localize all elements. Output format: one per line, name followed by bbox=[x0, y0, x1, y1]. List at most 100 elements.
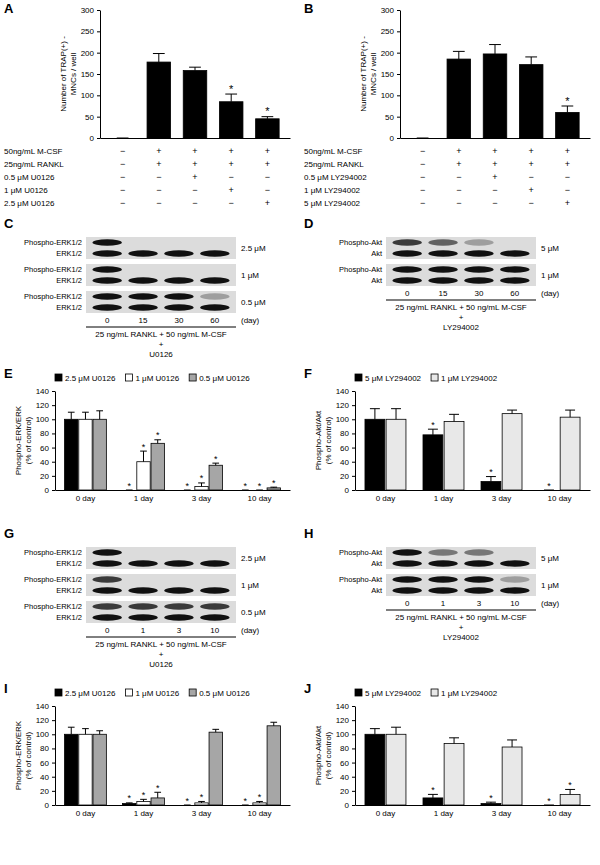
tick-mark bbox=[352, 734, 355, 735]
axis-title: (day) bbox=[241, 316, 260, 325]
caption: LY294002 bbox=[443, 323, 479, 332]
bar bbox=[65, 419, 78, 490]
tick: 60 bbox=[340, 759, 355, 768]
tick-mark bbox=[97, 138, 100, 139]
blot-strip bbox=[86, 558, 236, 569]
treatment-mark: − bbox=[265, 172, 270, 182]
band bbox=[200, 266, 229, 272]
tick-mark bbox=[352, 777, 355, 778]
blot-strip bbox=[386, 547, 536, 558]
tick: 0 day bbox=[376, 809, 396, 818]
bracket bbox=[386, 300, 536, 301]
band bbox=[200, 603, 229, 609]
treatment-mark: − bbox=[529, 172, 534, 182]
tick-mark bbox=[397, 95, 400, 96]
band bbox=[392, 277, 421, 283]
bar bbox=[209, 465, 222, 490]
significance: * bbox=[258, 792, 262, 802]
error-bar bbox=[396, 409, 397, 420]
significance: * bbox=[265, 105, 270, 117]
tick: 140 bbox=[336, 387, 355, 396]
x-axis: 0 day1 day3 day10 day bbox=[56, 491, 291, 503]
tick-label: 250 bbox=[381, 27, 395, 36]
error-bar bbox=[570, 789, 571, 794]
treatment-mark: − bbox=[120, 198, 125, 208]
bar bbox=[365, 734, 385, 805]
legend-item: 2.5 μM U0126 bbox=[55, 374, 116, 383]
tick-label: 20 bbox=[340, 472, 349, 481]
axis-line bbox=[56, 805, 291, 806]
tick: 40 bbox=[340, 458, 355, 467]
tick-mark bbox=[352, 720, 355, 721]
significance: * bbox=[229, 83, 234, 95]
tick-label: 100 bbox=[381, 91, 395, 100]
error-cap bbox=[68, 727, 75, 728]
y-axis: 020406080100120140 bbox=[336, 387, 356, 495]
band bbox=[428, 587, 457, 593]
band bbox=[392, 560, 421, 566]
band bbox=[164, 603, 193, 609]
treatment-mark: + bbox=[565, 198, 570, 208]
caption: 25 ng/mL RANKL + 50 ng/mL M-CSF bbox=[95, 330, 227, 339]
tick-label: 10 day bbox=[248, 809, 272, 818]
y-axis: 020406080100120140 bbox=[36, 702, 56, 810]
tick: 80 bbox=[40, 429, 55, 438]
caption: + bbox=[459, 623, 464, 632]
bar bbox=[267, 726, 280, 805]
band bbox=[464, 277, 493, 283]
band bbox=[392, 587, 421, 593]
band bbox=[428, 266, 457, 272]
bar bbox=[483, 54, 507, 138]
error-cap bbox=[82, 728, 89, 729]
tick: 0 day bbox=[376, 494, 396, 503]
dose-label: 1 μM bbox=[241, 581, 259, 590]
panel: HPhospho-AktAkt5 μMPhospho-AktAkt1 μM013… bbox=[304, 526, 560, 642]
band bbox=[500, 549, 529, 555]
tick-label: 1 day bbox=[134, 809, 154, 818]
plot-marks bbox=[417, 45, 579, 138]
tick-mark bbox=[97, 95, 100, 96]
treatment-mark: + bbox=[265, 159, 270, 169]
tick-label: 20 bbox=[40, 472, 49, 481]
tick: 10 day bbox=[548, 494, 572, 503]
tick-label: 250 bbox=[81, 27, 95, 36]
blot-strip bbox=[86, 264, 236, 275]
tick: 1 day bbox=[134, 809, 154, 818]
bar bbox=[444, 743, 464, 805]
tick-mark bbox=[352, 791, 355, 792]
band bbox=[92, 576, 121, 582]
tick-mark bbox=[97, 53, 100, 54]
error-cap bbox=[391, 408, 401, 409]
tick-mark bbox=[397, 138, 400, 139]
band bbox=[200, 560, 229, 566]
error-cap bbox=[565, 410, 575, 411]
band bbox=[200, 277, 229, 283]
error-cap bbox=[507, 410, 517, 411]
treatment-mark: − bbox=[120, 185, 125, 195]
significance: * bbox=[156, 430, 160, 440]
bracket bbox=[386, 610, 536, 611]
legend-item: 1 μM LY294002 bbox=[431, 374, 498, 383]
bar bbox=[423, 435, 443, 490]
band bbox=[500, 587, 529, 593]
bar bbox=[209, 732, 222, 805]
treatment-mark: − bbox=[456, 198, 461, 208]
lane-label: 0 bbox=[405, 289, 410, 298]
tick-label: 140 bbox=[36, 387, 50, 396]
plot-marks bbox=[117, 54, 279, 138]
band bbox=[464, 576, 493, 582]
tick: 40 bbox=[40, 458, 55, 467]
band bbox=[464, 239, 493, 245]
error-bar bbox=[374, 729, 375, 735]
band bbox=[164, 587, 193, 593]
tick-label: 80 bbox=[340, 744, 349, 753]
tick: 250 bbox=[81, 27, 100, 36]
significance: * bbox=[431, 420, 435, 430]
lane-label: 30 bbox=[174, 316, 183, 325]
tick: 80 bbox=[340, 744, 355, 753]
blot-strip bbox=[86, 237, 236, 248]
x-axis bbox=[401, 138, 591, 139]
treatment-mark: + bbox=[229, 146, 234, 156]
significance: * bbox=[214, 454, 218, 464]
treatment-mark: − bbox=[420, 146, 425, 156]
